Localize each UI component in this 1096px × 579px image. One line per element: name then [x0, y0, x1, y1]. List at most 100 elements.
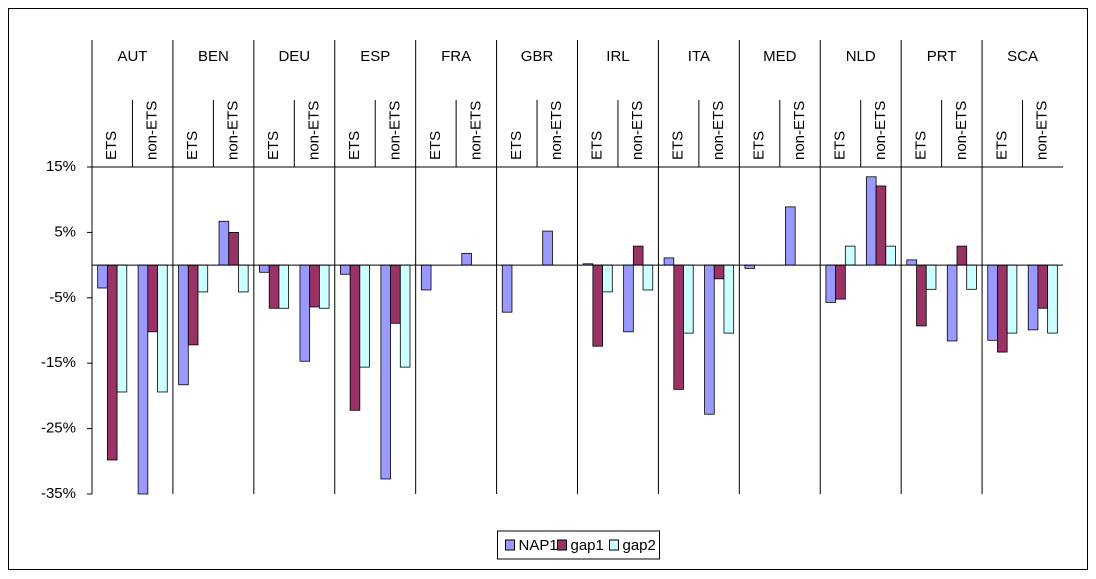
group-label: IRL — [606, 48, 629, 65]
legend-box — [497, 530, 660, 560]
bar — [1047, 264, 1058, 334]
y-tick-label: -25% — [41, 420, 76, 437]
bar — [501, 264, 513, 313]
bar — [359, 264, 370, 368]
bar — [946, 264, 958, 342]
x-tick-label: ETS — [508, 131, 525, 160]
group-label: ITA — [688, 48, 710, 65]
group-label: MED — [763, 48, 797, 65]
group-label: FRA — [441, 48, 471, 65]
bar — [704, 264, 715, 415]
x-tick-label: ETS — [346, 131, 363, 160]
bar — [542, 230, 553, 266]
legend-label: gap1 — [571, 537, 604, 554]
bar — [997, 264, 1008, 353]
bar — [602, 264, 613, 293]
x-tick-label: non-ETS — [144, 101, 161, 160]
x-tick-label: non-ETS — [629, 101, 646, 160]
bar — [906, 259, 917, 266]
bar — [238, 264, 249, 293]
x-tick-label: ETS — [589, 131, 606, 160]
bar — [673, 264, 684, 390]
y-tick-label: 5% — [54, 223, 76, 240]
group-label: NLD — [846, 48, 876, 65]
bar — [278, 264, 290, 309]
x-tick-label: non-ETS — [1034, 101, 1051, 160]
legend-label: NAP1 — [519, 537, 558, 554]
x-tick-label: non-ETS — [710, 101, 727, 160]
bar — [97, 264, 108, 289]
group-label: SCA — [1007, 48, 1038, 65]
bar — [683, 264, 694, 334]
bar — [228, 231, 239, 266]
bar — [318, 264, 330, 309]
bar — [1006, 264, 1018, 334]
group-label: AUT — [117, 48, 147, 65]
bar — [642, 264, 654, 291]
bar — [197, 264, 209, 293]
bar — [399, 264, 411, 368]
bar — [420, 264, 432, 291]
bar — [106, 264, 118, 461]
bar — [835, 264, 846, 300]
bar — [663, 257, 675, 266]
x-tick-label: ETS — [427, 131, 444, 160]
bar — [218, 220, 230, 266]
bar — [885, 245, 896, 266]
group-label: ESP — [360, 48, 390, 65]
y-tick-label: 15% — [46, 158, 76, 175]
x-tick-label: ETS — [670, 131, 687, 160]
x-tick-label: non-ETS — [467, 101, 484, 160]
x-tick-label: ETS — [265, 131, 282, 160]
bar — [390, 264, 401, 324]
bar — [147, 264, 158, 333]
bar — [309, 264, 320, 308]
x-tick-label: non-ETS — [791, 101, 808, 160]
group-label: BEN — [198, 48, 229, 65]
x-tick-label: ETS — [184, 131, 201, 160]
x-tick-label: non-ETS — [305, 101, 322, 160]
bar — [875, 185, 887, 266]
bar — [966, 264, 977, 290]
bar — [865, 176, 877, 266]
x-tick-label: ETS — [751, 131, 768, 160]
bar — [187, 264, 199, 346]
bar — [461, 252, 472, 266]
bar — [713, 264, 725, 280]
bar — [723, 264, 735, 334]
bar — [825, 264, 837, 303]
x-tick-label: non-ETS — [386, 101, 403, 160]
x-tick-label: non-ETS — [548, 101, 565, 160]
group-label: GBR — [521, 48, 554, 65]
bar — [340, 264, 351, 275]
bar — [916, 264, 927, 327]
legend-swatch — [505, 539, 515, 551]
bar — [623, 264, 634, 333]
group-label: PRT — [927, 48, 957, 65]
bar — [925, 264, 937, 290]
x-tick-label: ETS — [912, 131, 929, 160]
bar — [178, 264, 189, 386]
bar — [349, 264, 361, 411]
bar — [116, 264, 128, 393]
y-tick-label: -35% — [41, 485, 76, 502]
x-tick-label: non-ETS — [872, 101, 889, 160]
x-tick-label: ETS — [103, 131, 120, 160]
group-label: DEU — [278, 48, 310, 65]
x-tick-label: non-ETS — [953, 101, 970, 160]
y-tick-label: -15% — [41, 354, 76, 371]
bar — [956, 245, 968, 266]
bar — [1037, 264, 1049, 309]
bar — [987, 264, 998, 341]
bar — [137, 264, 149, 495]
bar — [268, 264, 280, 309]
bar — [785, 206, 796, 266]
bar — [299, 264, 311, 362]
bar — [632, 245, 644, 266]
x-tick-label: non-ETS — [225, 101, 242, 160]
bar — [1027, 264, 1039, 331]
bar — [844, 245, 856, 266]
x-tick-label: ETS — [993, 131, 1010, 160]
legend-label: gap2 — [623, 537, 656, 554]
